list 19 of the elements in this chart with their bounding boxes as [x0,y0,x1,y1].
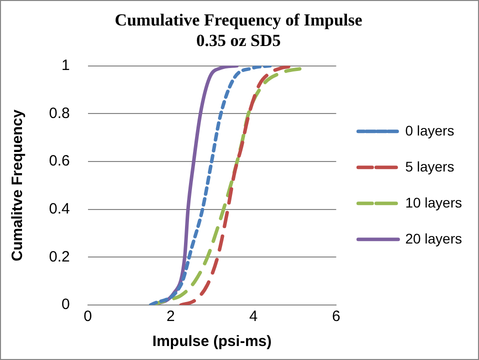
legend-label: 10 layers [405,194,462,210]
line-series [149,66,272,305]
text: 0.35 oz SD5 [196,30,281,50]
legend-label: 0 layers [405,122,454,138]
y-tick-label: 0 [62,296,70,314]
legend-label: 20 layers [405,230,462,246]
y-tick-label: 0.8 [48,104,70,122]
y-tick-label: 0.4 [48,200,70,218]
y-axis-title: Cumalitve Frequency [9,108,26,262]
y-tick-label: 0.2 [48,248,70,266]
y-tick-label: 1 [62,56,70,74]
y-tick-label: 0.6 [48,152,70,170]
x-tick-label: 4 [249,308,258,326]
legend-label: 5 layers [405,158,454,174]
text: Cumulative Frequency of Impulse [114,10,362,30]
x-tick-label: 0 [84,308,92,326]
x-tick-label: 2 [166,308,175,326]
x-axis-title: Impulse (psi-ms) [152,333,272,350]
x-tick-label: 6 [332,308,340,326]
